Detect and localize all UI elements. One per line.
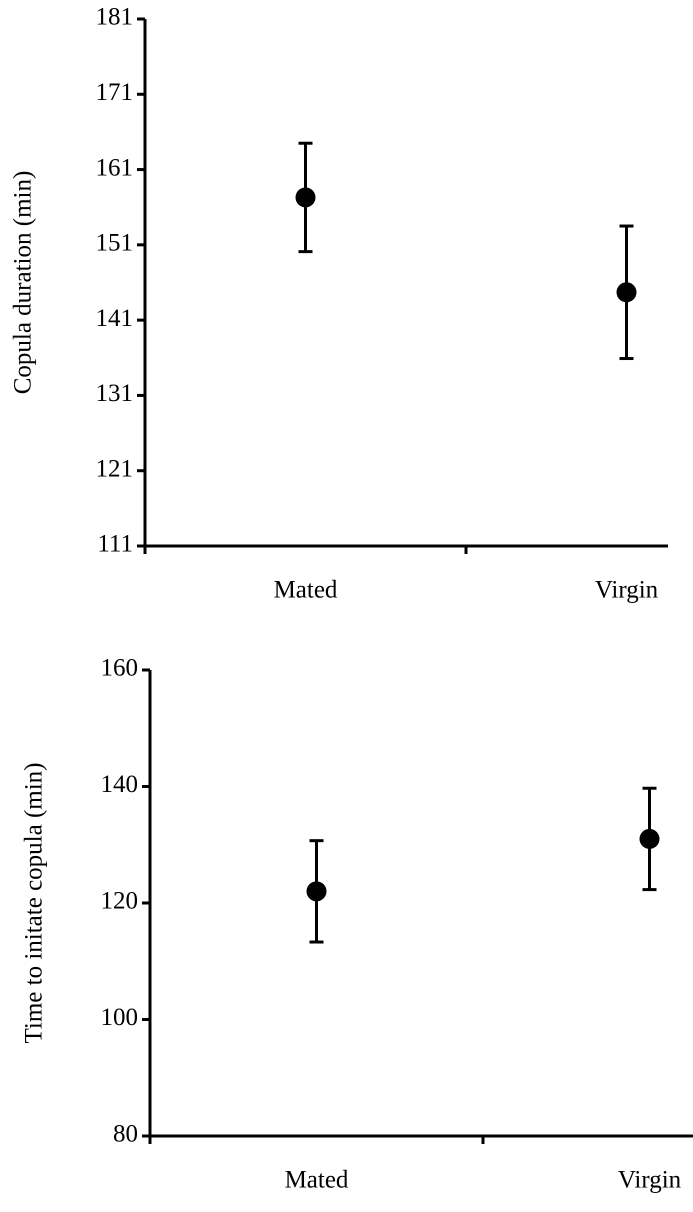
y-tick-label: 140 <box>101 771 139 798</box>
y-tick-label: 131 <box>96 380 134 407</box>
y-axis-title: Copula duration (min) <box>10 171 37 395</box>
point <box>306 881 327 902</box>
y-tick-label: 141 <box>96 305 134 332</box>
y-tick-label: 111 <box>97 531 133 558</box>
y-tick-label: 120 <box>101 888 139 915</box>
x-tick-label: Virgin <box>595 577 659 604</box>
y-tick-label: 80 <box>113 1121 138 1148</box>
y-tick-label: 181 <box>96 4 134 31</box>
x-tick-label: Mated <box>285 1167 349 1194</box>
y-tick-label: 160 <box>101 655 139 682</box>
y-tick-label: 121 <box>96 455 134 482</box>
y-tick-label: 161 <box>96 154 134 181</box>
x-tick-label: Mated <box>274 577 338 604</box>
x-tick-label: Virgin <box>618 1167 682 1194</box>
y-axis-title: Time to initate copula (min) <box>21 763 48 1044</box>
point <box>295 187 316 208</box>
y-tick-label: 100 <box>101 1004 139 1031</box>
point <box>639 828 660 849</box>
y-tick-label: 171 <box>96 79 134 106</box>
y-tick-label: 151 <box>96 230 134 257</box>
point <box>616 282 637 303</box>
